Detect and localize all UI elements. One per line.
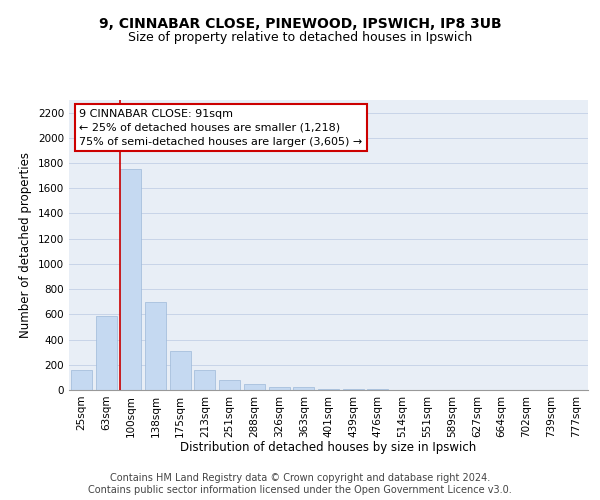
Text: 9, CINNABAR CLOSE, PINEWOOD, IPSWICH, IP8 3UB: 9, CINNABAR CLOSE, PINEWOOD, IPSWICH, IP… [98, 18, 502, 32]
Text: 9 CINNABAR CLOSE: 91sqm
← 25% of detached houses are smaller (1,218)
75% of semi: 9 CINNABAR CLOSE: 91sqm ← 25% of detache… [79, 108, 362, 146]
Text: Contains HM Land Registry data © Crown copyright and database right 2024.
Contai: Contains HM Land Registry data © Crown c… [88, 474, 512, 495]
Bar [95, 316, 116, 390]
Bar [145, 302, 166, 390]
Y-axis label: Number of detached properties: Number of detached properties [19, 152, 32, 338]
Text: Size of property relative to detached houses in Ipswich: Size of property relative to detached ho… [128, 31, 472, 44]
X-axis label: Distribution of detached houses by size in Ipswich: Distribution of detached houses by size … [181, 441, 476, 454]
Bar [219, 380, 240, 390]
Bar [194, 370, 215, 390]
Bar [244, 384, 265, 390]
Bar [120, 170, 141, 390]
Bar [293, 388, 314, 390]
Bar [318, 388, 339, 390]
Bar [71, 370, 92, 390]
Bar [269, 387, 290, 390]
Bar [170, 351, 191, 390]
